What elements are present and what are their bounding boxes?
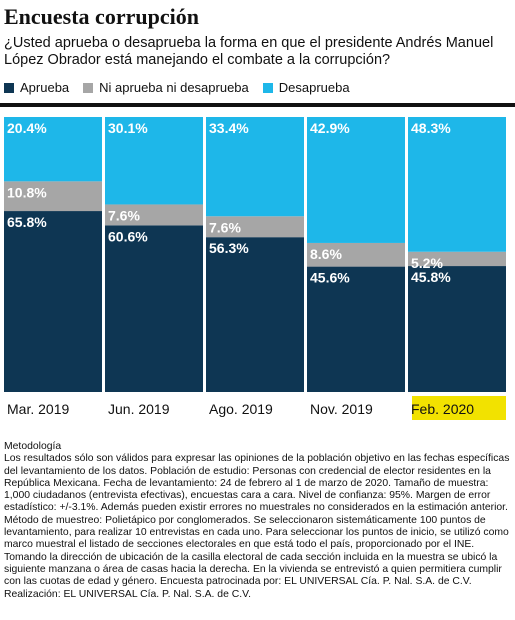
legend: Aprueba Ni aprueba ni desaprueba Desapru…	[4, 80, 364, 95]
data-label-desaprueba: 33.4%	[209, 120, 249, 136]
bar-segment-aprueba	[307, 266, 405, 392]
bar-segment-desaprueba	[4, 117, 102, 182]
category-label: Jun. 2019	[108, 401, 170, 417]
chart-subtitle: ¿Usted aprueba o desaprueba la forma en …	[4, 35, 494, 68]
data-label-ni: 7.6%	[209, 219, 241, 235]
bar-segment-ni	[206, 216, 304, 238]
top-rule	[0, 103, 515, 107]
bar-segment-ni	[408, 251, 506, 267]
bar-segment-ni	[4, 181, 102, 212]
data-label-aprueba: 65.8%	[7, 214, 47, 230]
data-label-ni: 10.8%	[7, 184, 47, 200]
data-label-ni: 5.2%	[411, 255, 443, 271]
methodology: Metodología Los resultados sólo son váli…	[4, 441, 510, 601]
category-label: Mar. 2019	[7, 401, 69, 417]
data-label-desaprueba: 20.4%	[7, 120, 47, 136]
category-label: Nov. 2019	[310, 401, 373, 417]
bar-segment-desaprueba	[408, 117, 506, 252]
data-label-aprueba: 45.8%	[411, 269, 451, 285]
data-label-aprueba: 45.6%	[310, 270, 350, 286]
bar-segment-aprueba	[105, 225, 203, 392]
legend-swatch-desaprueba	[262, 82, 273, 93]
methodology-heading: Metodología	[4, 441, 62, 452]
legend-label-aprueba: Aprueba	[20, 80, 70, 95]
legend-item-aprueba: Aprueba	[4, 80, 69, 95]
data-label-aprueba: 60.6%	[108, 228, 148, 244]
legend-swatch-ni	[83, 82, 94, 93]
bar-segment-desaprueba	[105, 117, 203, 205]
data-label-desaprueba: 48.3%	[411, 120, 451, 136]
bar-segment-aprueba	[4, 211, 102, 392]
bar-segment-desaprueba	[206, 117, 304, 217]
legend-label-ni: Ni aprueba ni desaprueba	[99, 80, 249, 95]
data-label-aprueba: 56.3%	[209, 240, 249, 256]
bar-segment-aprueba	[408, 266, 506, 392]
category-label: Ago. 2019	[209, 401, 273, 417]
bar-segment-ni	[105, 204, 203, 226]
data-label-desaprueba: 30.1%	[108, 120, 148, 136]
bar-segment-aprueba	[206, 237, 304, 392]
methodology-text: Los resultados sólo son válidos para exp…	[4, 453, 510, 600]
legend-label-desaprueba: Desaprueba	[278, 80, 350, 95]
stacked-bar-chart: 65.8% 10.8% 20.4% Mar. 2019 60.6% 7.6% 30.1% Ju…	[0, 117, 515, 420]
bar-segment-desaprueba	[307, 117, 405, 243]
bar-segment-ni	[307, 242, 405, 267]
legend-swatch-aprueba	[4, 82, 14, 93]
data-label-desaprueba: 42.9%	[310, 120, 350, 136]
chart-title: Encuesta corrupción	[4, 4, 199, 29]
legend-item-ni: Ni aprueba ni desaprueba	[83, 80, 249, 95]
data-label-ni: 8.6%	[310, 246, 342, 262]
highlight-box	[412, 396, 506, 420]
data-label-ni: 7.6%	[108, 207, 140, 223]
legend-item-desaprueba: Desaprueba	[262, 80, 350, 95]
category-label: Feb. 2020	[411, 401, 474, 417]
